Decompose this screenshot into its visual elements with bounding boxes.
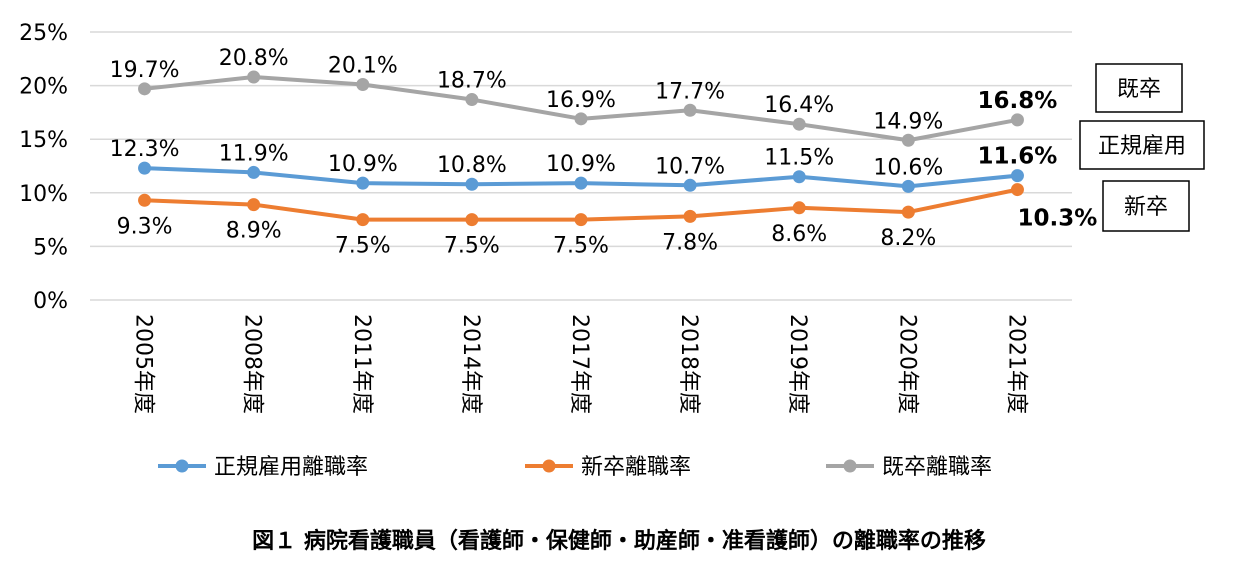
y-tick-label: 25% (19, 21, 68, 46)
legend-label: 新卒離職率 (581, 455, 691, 480)
data-point (792, 170, 806, 184)
end-label-text: 新卒 (1124, 195, 1168, 220)
data-point (792, 117, 806, 131)
end-label-text: 正規雇用 (1098, 134, 1186, 159)
end-label-box (1102, 180, 1190, 232)
data-point (356, 78, 370, 92)
data-point (1010, 183, 1024, 197)
data-point (247, 165, 261, 179)
x-tick-label: 2008年度 (240, 314, 265, 414)
x-axis-ticks: 2005年度 2008年度 2011年度 2014年度 2017年度 2018年度 2019… (131, 314, 1029, 414)
data-point (574, 176, 588, 190)
chart-caption: 図１ 病院看護職員（看護師・保健師・助産師・准看護師）の離職率の推移 (252, 528, 986, 554)
data-label: 16.9% (546, 88, 616, 113)
data-label: 7.5% (335, 234, 391, 259)
y-tick-label: 20% (19, 75, 68, 100)
data-point (1010, 113, 1024, 127)
end-label-box (1079, 120, 1205, 170)
data-point (901, 133, 915, 147)
data-point (683, 178, 697, 192)
data-point (901, 205, 915, 219)
data-label: 8.6% (771, 222, 827, 247)
data-label: 12.3% (110, 137, 180, 162)
data-label: 16.4% (764, 93, 834, 118)
legend: 正規雇用離職率 新卒離職率 既卒離職率 (158, 455, 992, 480)
data-label: 7.8% (662, 230, 718, 255)
data-point (356, 176, 370, 190)
data-label: 7.5% (553, 234, 609, 259)
data-point (465, 177, 479, 191)
data-point (138, 82, 152, 96)
data-label: 10.7% (655, 154, 725, 179)
y-tick-label: 0% (33, 289, 68, 314)
data-labels: 12.3% 11.9% 10.9% 10.8% 10.9% 10.7% 11.5% 10.6%… (110, 46, 1098, 259)
data-label: 10.6% (873, 155, 943, 180)
data-point (138, 193, 152, 207)
data-label: 7.5% (444, 234, 500, 259)
legend-marker (542, 459, 556, 473)
data-label: 20.8% (219, 46, 289, 71)
data-label: 8.2% (880, 226, 936, 251)
data-label: 10.9% (328, 152, 398, 177)
y-tick-label: 10% (19, 182, 68, 207)
x-tick-label: 2011年度 (349, 314, 374, 414)
legend-marker (175, 459, 189, 473)
data-point (138, 161, 152, 175)
data-label: 10.8% (437, 153, 507, 178)
data-label: 16.8% (978, 88, 1058, 114)
data-point (574, 112, 588, 126)
grid-lines (90, 31, 1072, 301)
data-label: 11.5% (764, 146, 834, 171)
data-point (901, 179, 915, 193)
data-label: 14.9% (873, 109, 943, 134)
data-label: 10.9% (546, 152, 616, 177)
data-label: 9.3% (117, 214, 173, 239)
series-lines (138, 70, 1024, 227)
legend-label: 既卒離職率 (882, 455, 992, 480)
x-tick-label: 2020年度 (894, 314, 919, 414)
data-point (792, 201, 806, 215)
data-label: 18.7% (437, 69, 507, 94)
data-label: 10.3% (1018, 206, 1098, 232)
legend-label: 正規雇用離職率 (214, 455, 368, 480)
data-point (465, 93, 479, 107)
data-label: 11.9% (219, 141, 289, 166)
end-label-text: 既卒 (1117, 77, 1161, 102)
data-label: 11.6% (978, 144, 1058, 170)
data-point (574, 213, 588, 227)
y-tick-label: 15% (19, 128, 68, 153)
x-tick-label: 2014年度 (458, 314, 483, 414)
data-point (247, 198, 261, 212)
x-tick-label: 2018年度 (676, 314, 701, 414)
legend-marker (843, 459, 857, 473)
x-tick-label: 2019年度 (785, 314, 810, 414)
y-axis-ticks: 0% 5% 10% 15% 20% 25% (19, 21, 68, 314)
data-point (356, 213, 370, 227)
data-point (1010, 169, 1024, 183)
data-point (247, 70, 261, 84)
data-label: 20.1% (328, 54, 398, 79)
data-label: 8.9% (226, 219, 282, 244)
x-tick-label: 2017年度 (567, 314, 592, 414)
data-point (683, 209, 697, 223)
end-label-box (1095, 63, 1183, 113)
y-tick-label: 5% (33, 235, 68, 260)
data-point (465, 213, 479, 227)
x-tick-label: 2005年度 (131, 314, 156, 414)
x-tick-label: 2021年度 (1003, 314, 1028, 414)
data-label: 19.7% (110, 58, 180, 83)
data-label: 17.7% (655, 79, 725, 104)
data-point (683, 103, 697, 117)
